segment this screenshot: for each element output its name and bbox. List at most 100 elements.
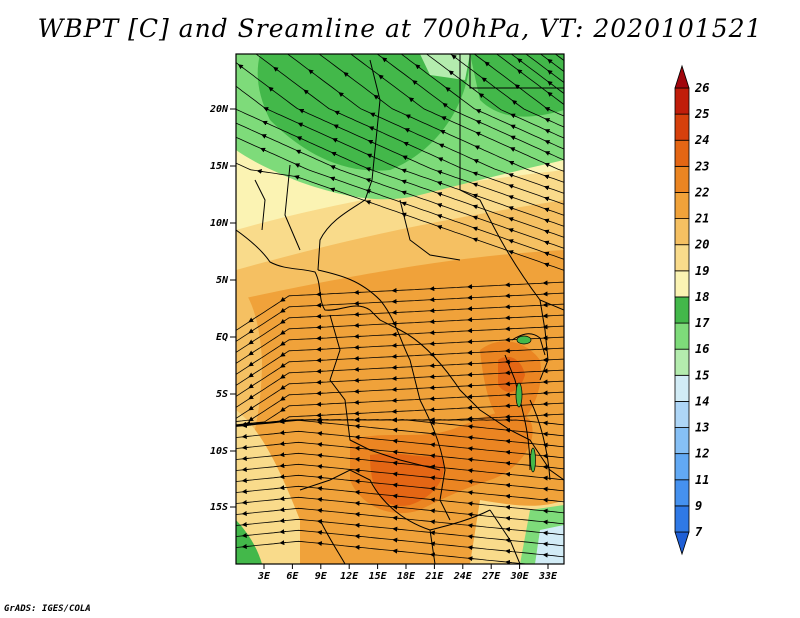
lon-tick-label: 27E bbox=[481, 571, 501, 582]
streamline-arrow bbox=[401, 179, 408, 185]
streamline-arrow bbox=[280, 307, 286, 313]
lat-tick-label: 5N bbox=[216, 275, 229, 286]
streamline-arrow bbox=[544, 162, 551, 168]
streamline-arrow bbox=[508, 195, 515, 200]
streamline-arrow bbox=[544, 129, 551, 134]
streamline-arrow bbox=[505, 493, 512, 499]
colorbar: 7 9 11 12 13 14 15 16 17 18 19 20 21 22 23 24 25 26 bbox=[674, 64, 710, 556]
colorbar-label: 19 bbox=[695, 264, 709, 278]
streamline-arrow bbox=[547, 91, 553, 97]
streamline-arrow bbox=[248, 416, 255, 422]
colorbar-swatch bbox=[674, 479, 690, 507]
streamline-arrow bbox=[437, 157, 444, 162]
streamline-arrow bbox=[543, 185, 551, 191]
colorbar-swatch bbox=[674, 427, 690, 455]
streamline-arrow bbox=[330, 165, 337, 170]
colorbar-swatch bbox=[674, 244, 690, 272]
streamline-arrow bbox=[280, 395, 286, 401]
streamline-arrow bbox=[402, 155, 409, 161]
streamline-arrow bbox=[508, 160, 516, 166]
streamline-arrow bbox=[415, 64, 421, 70]
streamline-arrow bbox=[472, 226, 479, 232]
streamline-arrow bbox=[505, 548, 512, 554]
streamline-arrow bbox=[316, 453, 324, 459]
streamline-arrow bbox=[436, 214, 444, 219]
lake-tanganyika bbox=[515, 382, 523, 408]
lon-tick-label: 30E bbox=[510, 571, 530, 582]
streamline-arrow bbox=[517, 69, 523, 75]
colorbar-label: 25 bbox=[694, 107, 709, 121]
streamline-arrow bbox=[248, 383, 255, 389]
streamline-arrow bbox=[261, 134, 268, 139]
lon-tick-label: 9E bbox=[315, 571, 328, 582]
streamline-arrow bbox=[547, 58, 553, 64]
streamline-arrow bbox=[237, 64, 244, 70]
streamline-arrow bbox=[543, 207, 551, 213]
lat-tick-label: 5S bbox=[216, 389, 228, 400]
streamline-arrow bbox=[472, 237, 479, 243]
streamline-arrow bbox=[329, 187, 337, 193]
streamline-arrow bbox=[472, 171, 479, 177]
colorbar-swatch bbox=[674, 87, 690, 115]
wbpt-southwest-belt bbox=[236, 410, 300, 564]
streamline-arrow bbox=[472, 215, 479, 221]
streamline-arrow bbox=[280, 362, 286, 368]
streamline-arrow bbox=[436, 225, 444, 230]
wbpt-16-patch bbox=[420, 54, 470, 80]
streamline-arrow bbox=[248, 361, 255, 367]
streamline-arrow bbox=[543, 218, 551, 224]
lat-tick-label: 15S bbox=[210, 502, 228, 513]
colorbar-label: 22 bbox=[694, 185, 709, 199]
lat-tick-label: 10N bbox=[210, 218, 229, 229]
colorbar-label: 17 bbox=[695, 316, 710, 330]
streamline-arrow bbox=[316, 486, 324, 492]
streamline-arrow bbox=[367, 139, 374, 145]
streamline-arrow bbox=[436, 192, 444, 197]
colorbar-swatch bbox=[674, 192, 690, 219]
streamline bbox=[559, 46, 566, 51]
streamline-arrow bbox=[280, 351, 286, 357]
country-borders bbox=[236, 54, 564, 564]
streamline-arrow bbox=[543, 240, 551, 246]
streamline-arrow bbox=[401, 190, 408, 196]
streamline-arrow bbox=[248, 350, 255, 356]
colorbar-swatch bbox=[674, 401, 690, 428]
streamline-arrow bbox=[475, 120, 482, 125]
streamline-arrow bbox=[547, 80, 553, 86]
streamline-arrow bbox=[263, 107, 270, 112]
streamline-arrow bbox=[440, 116, 448, 121]
streamline-arrow bbox=[472, 204, 479, 210]
streamline-arrow bbox=[316, 541, 324, 547]
streamline-arrow bbox=[505, 559, 512, 564]
streamline-arrow bbox=[547, 69, 553, 75]
colorbar-swatch bbox=[674, 322, 690, 350]
colorbar-label: 9 bbox=[695, 499, 702, 513]
colorbar-label: 14 bbox=[695, 394, 709, 408]
streamline-arrow bbox=[280, 340, 286, 346]
colorbar-label: 24 bbox=[694, 133, 709, 147]
lake-malawi bbox=[530, 447, 536, 473]
streamlines bbox=[236, 46, 566, 564]
lon-tick-label: 6E bbox=[286, 571, 299, 582]
streamline-arrow bbox=[403, 141, 410, 147]
streamline-arrow bbox=[248, 317, 255, 323]
streamline-arrow bbox=[248, 405, 255, 411]
streamline-arrow bbox=[505, 482, 512, 488]
colorbar-label: 18 bbox=[695, 290, 709, 304]
streamline-arrow bbox=[280, 329, 286, 335]
wbpt-southwest-green bbox=[236, 520, 262, 564]
streamline bbox=[236, 85, 564, 227]
streamline-arrow bbox=[316, 431, 324, 437]
streamline-arrow bbox=[401, 168, 408, 174]
lake-victoria bbox=[516, 335, 532, 345]
streamline-arrow bbox=[334, 110, 341, 116]
streamline-arrow bbox=[505, 537, 512, 543]
streamline-arrow bbox=[405, 114, 412, 119]
streamline-arrow bbox=[329, 176, 337, 182]
colorbar-high-extension bbox=[674, 64, 690, 89]
colorbar-swatch bbox=[674, 270, 690, 298]
streamline-arrow bbox=[508, 228, 515, 233]
streamline-arrow bbox=[472, 182, 479, 188]
streamline-arrow bbox=[544, 151, 551, 156]
